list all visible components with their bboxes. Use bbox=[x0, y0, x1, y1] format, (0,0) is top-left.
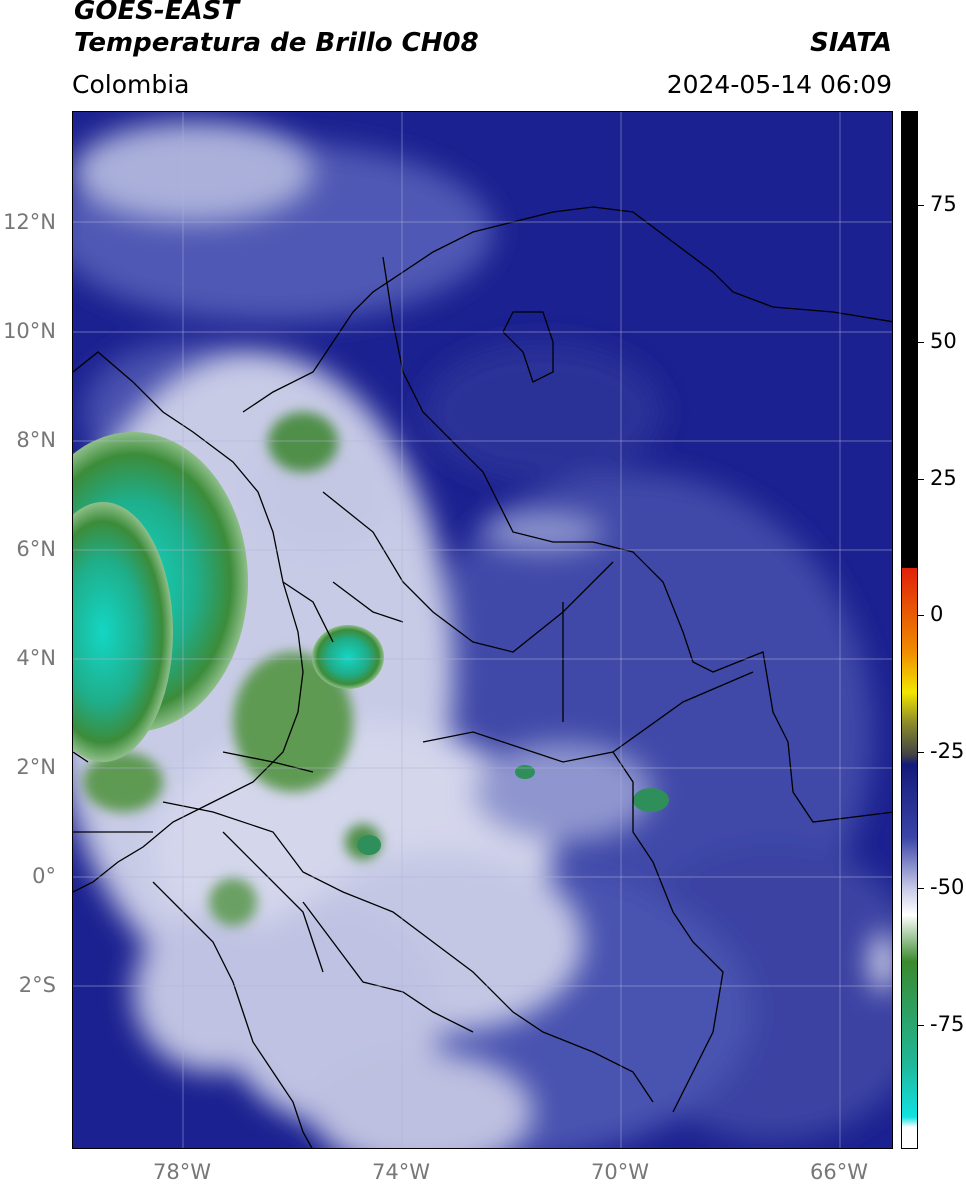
lat-label-2n: 2°N bbox=[16, 755, 56, 779]
lat-label-8n: 8°N bbox=[16, 428, 56, 452]
colorbar-tick bbox=[918, 888, 924, 889]
lon-label-66w: 66°W bbox=[810, 1160, 868, 1184]
title-line-1: GOES-EAST bbox=[74, 0, 240, 26]
timestamp-label: 2024-05-14 06:09 bbox=[666, 70, 892, 99]
title-line-2: Temperatura de Brillo CH08 bbox=[74, 28, 479, 58]
colorbar-tick bbox=[918, 615, 924, 616]
colorbar-tick bbox=[918, 479, 924, 480]
map-canvas bbox=[73, 112, 892, 1148]
satellite-map bbox=[72, 111, 893, 1149]
colorbar bbox=[901, 111, 918, 1149]
lon-label-74w: 74°W bbox=[372, 1160, 430, 1184]
cold-cloud-green bbox=[83, 412, 381, 926]
lat-label-10n: 10°N bbox=[3, 319, 56, 343]
lon-label-70w: 70°W bbox=[591, 1160, 649, 1184]
lat-label-4n: 4°N bbox=[16, 646, 56, 670]
lon-label-78w: 78°W bbox=[153, 1160, 211, 1184]
convective-cores bbox=[73, 432, 669, 855]
colorbar-tick bbox=[918, 342, 924, 343]
lat-label-2s: 2°S bbox=[18, 973, 56, 997]
colorbar-label-neg75: -75 bbox=[930, 1012, 965, 1036]
lat-label-0: 0° bbox=[32, 864, 56, 888]
colorbar-label-75: 75 bbox=[930, 192, 957, 216]
colorbar-tick bbox=[918, 1025, 924, 1026]
colorbar-tick bbox=[918, 752, 924, 753]
colorbar-label-50: 50 bbox=[930, 329, 957, 353]
colorbar-label-neg25: -25 bbox=[930, 739, 965, 763]
region-label: Colombia bbox=[72, 70, 190, 99]
lat-label-6n: 6°N bbox=[16, 537, 56, 561]
colorbar-label-0: 0 bbox=[930, 602, 944, 626]
lat-label-12n: 12°N bbox=[3, 210, 56, 234]
colorbar-label-neg50: -50 bbox=[930, 875, 965, 899]
colorbar-label-25: 25 bbox=[930, 466, 957, 490]
brand-label: SIATA bbox=[810, 28, 892, 58]
colorbar-tick bbox=[918, 205, 924, 206]
gridlines bbox=[73, 112, 892, 1148]
